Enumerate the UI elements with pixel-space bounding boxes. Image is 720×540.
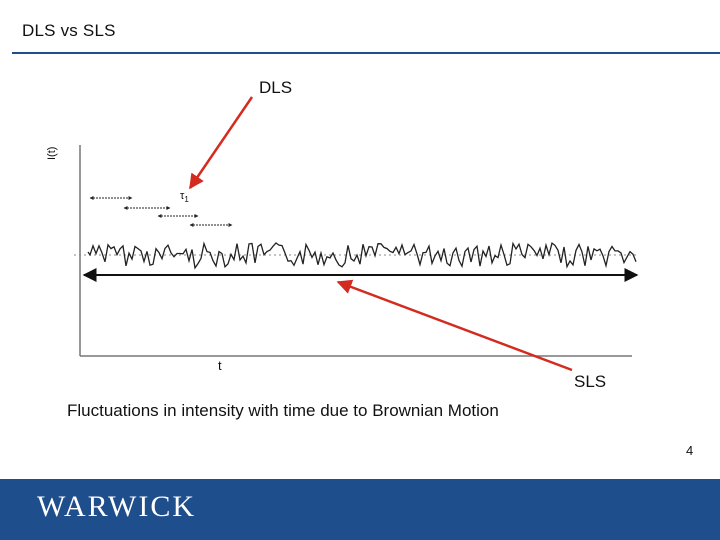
title-rule xyxy=(12,52,720,54)
x-axis-label: t xyxy=(218,358,222,373)
slide-caption: Fluctuations in intensity with time due … xyxy=(67,401,499,420)
tau-subscript: 1 xyxy=(184,195,189,205)
tau-label: τ1 xyxy=(180,190,189,204)
tau-symbol: τ xyxy=(180,190,185,202)
slide-title: DLS vs SLS xyxy=(22,21,116,40)
sls-pointer-arrow xyxy=(336,279,573,372)
footer-bar xyxy=(0,479,720,540)
y-axis-label: I(t) xyxy=(46,146,58,160)
intensity-figure xyxy=(74,96,639,372)
label-dls: DLS xyxy=(259,78,293,97)
dls-pointer-arrow xyxy=(188,96,254,190)
page-number: 4 xyxy=(686,443,694,458)
warwick-logo: WARWICK xyxy=(37,490,196,523)
label-sls: SLS xyxy=(574,372,607,391)
intensity-trace xyxy=(87,241,637,270)
